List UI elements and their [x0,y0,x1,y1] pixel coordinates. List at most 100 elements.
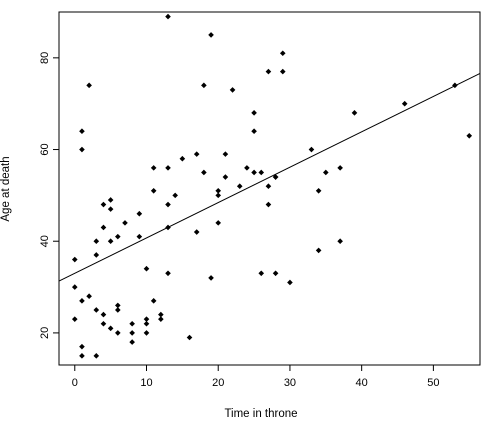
data-point [150,298,157,304]
data-point [143,316,150,322]
data-point [100,201,107,208]
y-tick-label: 80 [39,52,51,64]
data-point [165,201,171,208]
x-axis: 0 10 20 30 40 50 [72,365,440,389]
x-tick-label: 10 [140,377,152,389]
data-point [115,307,121,313]
data-point [452,82,458,89]
data-point [315,187,322,194]
data-point [179,155,186,162]
data-point [93,238,100,245]
data-point [79,343,85,350]
data-point [186,334,193,341]
data-point [129,339,135,345]
data-point [401,100,408,107]
data-point [201,82,207,89]
data-point [215,192,222,199]
data-point [258,270,265,277]
x-axis-title: Time in throne [224,408,297,420]
data-point [165,13,171,20]
data-point [79,128,85,134]
data-point [258,169,265,176]
data-point [251,169,257,176]
data-point [71,284,78,290]
data-point [172,192,178,199]
data-point [272,174,279,180]
data-point [93,353,100,359]
data-point [107,325,114,332]
data-point [287,279,293,286]
data-point [107,206,114,212]
data-point [215,187,222,194]
data-points [71,13,473,359]
data-point [143,320,150,327]
data-point [236,183,243,190]
data-point [71,316,78,322]
data-point [251,110,257,116]
data-point [315,247,322,254]
data-point [129,330,135,336]
data-point [215,220,222,226]
data-point [150,165,157,171]
data-point [279,68,286,75]
data-point [222,151,229,157]
data-point [79,146,85,153]
data-point [337,165,343,171]
data-point [165,270,171,277]
data-point [100,311,107,318]
data-point [193,229,200,235]
data-point [337,238,343,245]
data-point [136,210,143,217]
data-point [79,298,85,304]
y-axis: 20 40 60 80 [39,52,59,339]
data-point [143,265,150,272]
x-tick-label: 20 [212,377,224,389]
y-tick-label: 40 [39,235,51,247]
data-point [100,224,107,231]
data-point [100,320,107,327]
data-point [466,132,473,139]
data-point [158,311,164,318]
data-point [265,68,272,75]
data-point [115,330,121,336]
data-point [323,169,329,176]
data-point [272,270,279,277]
data-point [143,330,150,336]
data-point [165,224,171,231]
data-point [193,151,200,157]
x-tick-label: 30 [284,377,296,389]
x-tick-label: 0 [72,377,78,389]
data-point [86,82,92,89]
data-point [208,275,214,281]
data-point [208,32,214,38]
x-tick-label: 50 [427,377,439,389]
data-point [158,316,164,322]
y-axis-title: Age at death [0,156,12,221]
data-point [308,146,315,153]
regression-line [58,72,481,282]
data-point [129,320,135,327]
data-point [115,302,121,309]
data-point [71,256,78,263]
data-point [165,165,171,171]
data-point [251,128,257,134]
data-point [107,238,114,245]
data-point [79,353,85,359]
data-point [93,307,100,313]
data-point [351,110,358,116]
data-point [265,183,272,190]
data-point [136,233,143,240]
x-tick-label: 40 [356,377,368,389]
data-point [115,233,121,240]
data-point [150,187,157,194]
data-point [201,169,207,176]
data-point [265,201,272,208]
data-point [107,197,114,203]
data-point [229,87,236,93]
data-point [93,252,100,258]
data-point [122,220,128,226]
data-point [279,50,286,57]
plot-frame [58,11,481,366]
y-tick-label: 20 [39,327,51,339]
